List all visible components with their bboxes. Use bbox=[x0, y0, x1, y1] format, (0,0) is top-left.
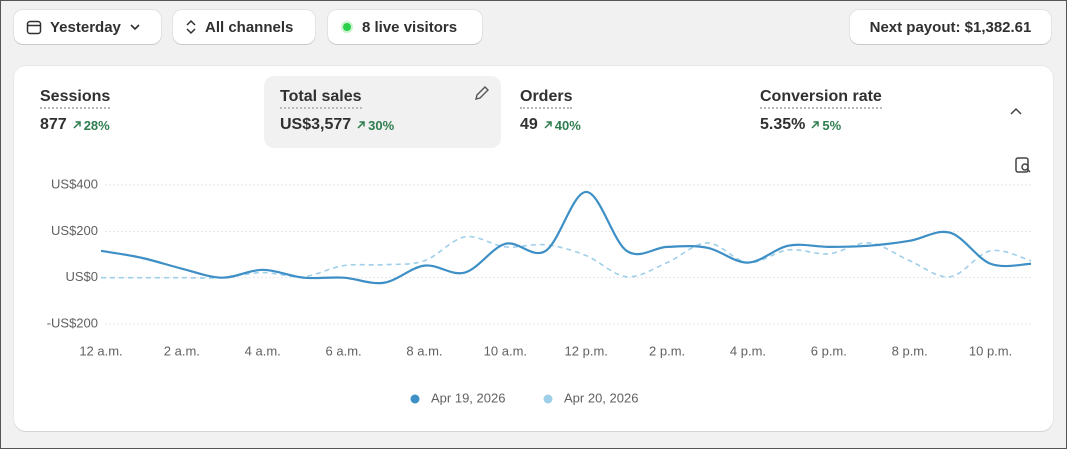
x-tick-label: 4 a.m. bbox=[245, 343, 281, 358]
metric-label: Orders bbox=[520, 88, 573, 109]
x-tick-label: 10 a.m. bbox=[484, 343, 527, 358]
metric-tile[interactable]: Orders 49 40% bbox=[504, 76, 741, 148]
payout-button[interactable]: Next payout: $1,382.61 bbox=[850, 10, 1051, 44]
legend-dot bbox=[410, 394, 420, 404]
live-button[interactable]: 8 live visitors bbox=[328, 10, 482, 44]
metric-row: US$3,577 30% bbox=[280, 116, 501, 134]
payout-label: Next payout: $1,382.61 bbox=[869, 18, 1032, 36]
metric-row: 5.35% 5% bbox=[760, 116, 981, 134]
metric-tile[interactable]: Conversion rate 5.35% 5% bbox=[744, 76, 981, 148]
channels-button[interactable]: All channels bbox=[173, 10, 315, 44]
x-tick-label: 8 a.m. bbox=[406, 343, 442, 358]
x-tick-label: 2 a.m. bbox=[164, 343, 200, 358]
metric-row: 877 28% bbox=[40, 116, 261, 134]
x-tick-label: 12 p.m. bbox=[565, 343, 608, 358]
live-label: 8 live visitors bbox=[362, 18, 458, 36]
x-tick-label: 2 p.m. bbox=[649, 343, 685, 358]
metric-change: 30% bbox=[356, 118, 394, 133]
up-arrow bbox=[544, 121, 552, 129]
metric-tile[interactable]: Total sales US$3,577 30% bbox=[264, 76, 501, 148]
metric-value: 49 bbox=[520, 116, 538, 133]
metric-tile[interactable]: Sessions 877 28% bbox=[24, 76, 261, 148]
metric-value: 877 bbox=[40, 116, 67, 133]
x-tick-label: 6 a.m. bbox=[326, 343, 362, 358]
x-tick-label: 12 a.m. bbox=[79, 343, 122, 358]
calendar-icon bbox=[26, 20, 42, 35]
metric-change: 28% bbox=[72, 118, 110, 133]
y-tick-label: -US$200 bbox=[47, 315, 98, 330]
date-label: Yesterday bbox=[50, 18, 121, 36]
legend-label: Apr 19, 2026 bbox=[431, 390, 505, 405]
metric-row: 49 40% bbox=[520, 116, 741, 134]
metric-change: 40% bbox=[543, 118, 581, 133]
live-dot bbox=[341, 21, 353, 33]
legend-label: Apr 20, 2026 bbox=[564, 390, 638, 405]
date-button[interactable]: Yesterday bbox=[14, 10, 161, 44]
up-arrow bbox=[357, 121, 365, 129]
legend-dot bbox=[543, 394, 553, 404]
metric-change: 5% bbox=[810, 118, 841, 133]
series-line bbox=[100, 190, 1032, 285]
metric-value: US$3,577 bbox=[280, 116, 352, 133]
metric-value: 5.35% bbox=[760, 116, 806, 133]
analytics-card: Sessions 877 28% Total sales US$3,577 30%… bbox=[14, 66, 1053, 431]
metric-label: Sessions bbox=[40, 88, 111, 109]
sort-icon bbox=[186, 19, 196, 35]
y-tick-label: US$0 bbox=[65, 269, 98, 284]
collapse-icon[interactable] bbox=[1008, 104, 1024, 120]
chevron-down bbox=[130, 24, 140, 31]
metric-label: Conversion rate bbox=[760, 88, 882, 109]
x-tick-label: 6 p.m. bbox=[811, 343, 847, 358]
metric-change-value: 28% bbox=[83, 117, 110, 133]
report-icon[interactable] bbox=[1014, 156, 1032, 174]
metric-change-value: 30% bbox=[368, 117, 395, 133]
up-arrow bbox=[811, 121, 820, 129]
metric-label: Total sales bbox=[280, 88, 362, 109]
metric-change-value: 40% bbox=[554, 117, 581, 133]
x-tick-label: 4 p.m. bbox=[730, 343, 766, 358]
y-tick-label: US$400 bbox=[51, 176, 98, 191]
x-tick-label: 8 p.m. bbox=[892, 343, 928, 358]
edit-icon[interactable] bbox=[473, 84, 491, 102]
channels-label: All channels bbox=[205, 18, 294, 36]
metric-change-value: 5% bbox=[822, 117, 842, 133]
y-tick-label: US$200 bbox=[51, 223, 98, 238]
x-tick-label: 10 p.m. bbox=[969, 343, 1012, 358]
up-arrow bbox=[73, 121, 81, 129]
